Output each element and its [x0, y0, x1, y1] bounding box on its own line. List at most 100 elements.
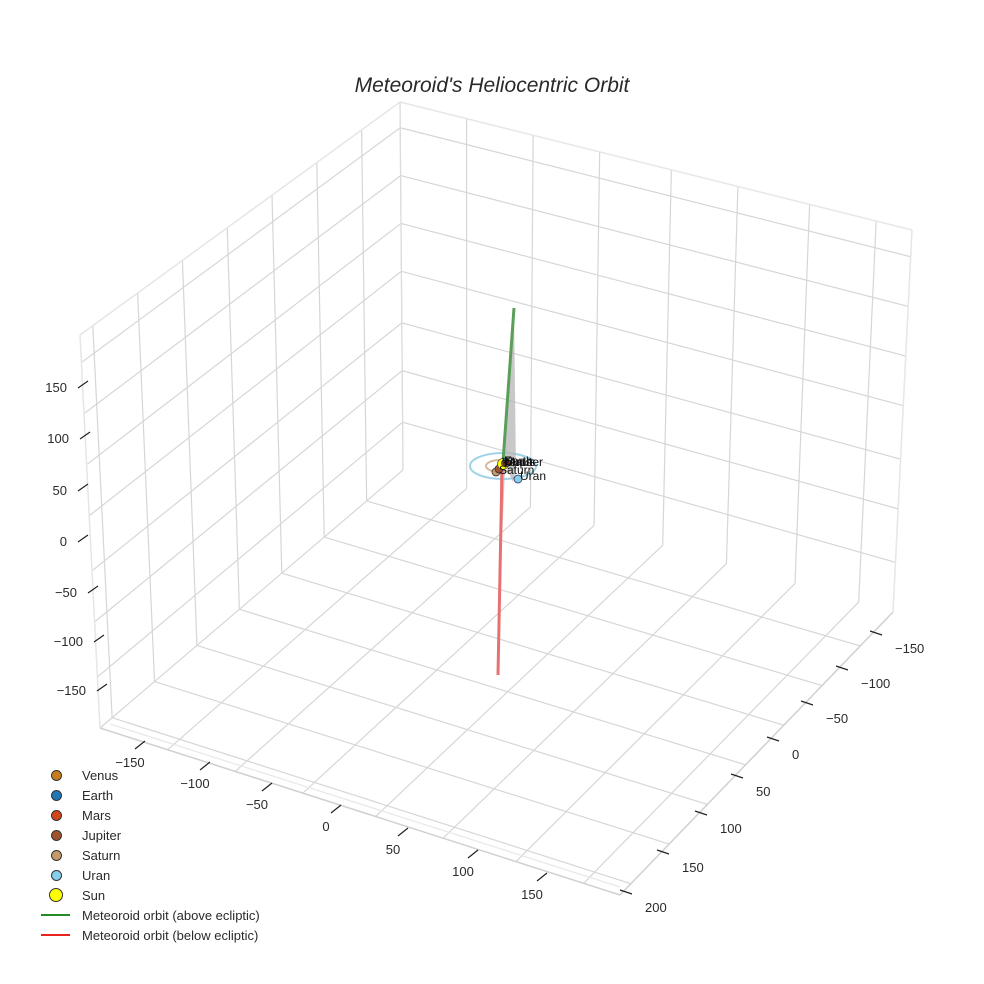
- grid-line: [281, 572, 784, 726]
- planet-label-mars: Mars: [505, 455, 532, 469]
- grid-line: [92, 325, 113, 718]
- legend: Venus Earth Mars Jupiter Saturn Uran Sun Meteor…: [38, 765, 260, 945]
- tick-label: 150: [45, 380, 67, 395]
- grid-line: [515, 583, 796, 863]
- legend-label: Meteoroid orbit (above ecliptic): [82, 907, 260, 923]
- legend-item-venus[interactable]: Venus: [38, 765, 260, 785]
- grid-line: [79, 101, 401, 336]
- grid-line: [375, 544, 664, 817]
- legend-marker-icon: [38, 885, 74, 905]
- grid-line: [91, 322, 403, 572]
- grid-line: [399, 101, 913, 231]
- legend-label: Meteoroid orbit (below ecliptic): [82, 927, 259, 943]
- grid-line: [858, 221, 877, 603]
- tick-label: 0: [322, 819, 329, 834]
- grid-line: [794, 204, 811, 584]
- legend-item-sun[interactable]: Sun: [38, 885, 260, 905]
- circle-marker-icon: [51, 830, 62, 841]
- tick-mark: [869, 630, 883, 636]
- tick-label: −100: [861, 676, 890, 691]
- grid-line: [316, 162, 325, 538]
- legend-item-meteoroid-orbit-above-ecliptic[interactable]: Meteoroid orbit (above ecliptic): [38, 905, 260, 925]
- legend-item-meteoroid-orbit-below-ecliptic[interactable]: Meteoroid orbit (below ecliptic): [38, 925, 260, 945]
- grid-line: [271, 195, 283, 574]
- tick-label: 0: [60, 534, 67, 549]
- tick-label: −50: [246, 797, 268, 812]
- meteoroid-orbit: [496, 307, 516, 676]
- legend-item-mars[interactable]: Mars: [38, 805, 260, 825]
- legend-marker-icon: [38, 785, 74, 805]
- tick-mark: [536, 872, 548, 882]
- legend-label: Earth: [82, 787, 114, 803]
- tick-label: −100: [54, 634, 83, 649]
- circle-marker-icon: [51, 810, 62, 821]
- grid-line: [583, 601, 860, 884]
- orbit-shadow: [503, 310, 516, 482]
- tick-label: −150: [115, 755, 144, 770]
- tick-mark: [619, 889, 633, 895]
- grid-line: [181, 260, 198, 646]
- grid-line: [324, 536, 823, 687]
- tick-mark: [96, 683, 108, 692]
- grid-line: [86, 222, 402, 466]
- legend-item-uran[interactable]: Uran: [38, 865, 260, 885]
- grid-line: [79, 334, 101, 729]
- tick-mark: [261, 782, 273, 792]
- grid-line: [302, 524, 595, 794]
- grid-line: [366, 500, 861, 647]
- legend-item-saturn[interactable]: Saturn: [38, 845, 260, 865]
- chart-title: Meteoroid's Heliocentric Orbit: [354, 74, 630, 97]
- tick-mark: [77, 534, 89, 543]
- grid-line: [109, 723, 621, 888]
- grid-line: [725, 186, 739, 564]
- grid-line: [442, 563, 727, 839]
- grid-line: [83, 175, 401, 415]
- legend-item-earth[interactable]: Earth: [38, 785, 260, 805]
- tick-label: 50: [386, 842, 400, 857]
- grid-line: [401, 270, 904, 407]
- mars-marker[interactable]: [503, 459, 511, 467]
- legend-marker-icon: [38, 865, 74, 885]
- legend-line-icon: [38, 905, 74, 925]
- grid-line: [154, 680, 670, 845]
- grid-line: [137, 293, 156, 682]
- tick-label: −50: [55, 585, 77, 600]
- grid-line: [400, 127, 911, 258]
- planet-label-jupiter: Jupiter: [507, 455, 543, 469]
- grid-line: [401, 322, 901, 460]
- legend-marker-icon: [38, 765, 74, 785]
- legend-label: Mars: [82, 807, 111, 823]
- tick-mark: [694, 810, 708, 816]
- grid-line: [529, 135, 534, 507]
- grid-line: [196, 644, 708, 806]
- tick-mark: [835, 665, 849, 671]
- grid-line: [662, 169, 672, 546]
- grid-lines: [79, 101, 913, 896]
- tick-mark: [87, 585, 99, 594]
- legend-label: Uran: [82, 867, 111, 883]
- grid-line: [226, 227, 240, 610]
- tick-label: 50: [53, 483, 67, 498]
- circle-marker-icon: [51, 870, 62, 881]
- tick-mark: [730, 773, 744, 779]
- grid-line: [400, 222, 906, 357]
- legend-marker-icon: [38, 845, 74, 865]
- grid-line: [111, 717, 632, 885]
- grid-line: [234, 506, 531, 772]
- uran-marker[interactable]: [513, 474, 523, 484]
- legend-item-jupiter[interactable]: Jupiter: [38, 825, 260, 845]
- grid-line: [402, 370, 899, 510]
- grid-line: [167, 488, 468, 751]
- grid-line: [99, 469, 404, 729]
- legend-label: Venus: [82, 767, 119, 783]
- planet-label-earth: Earth: [504, 454, 533, 468]
- tick-mark: [79, 431, 91, 440]
- tick-label: 50: [756, 784, 770, 799]
- grid-line: [361, 129, 368, 501]
- grid-line: [400, 175, 909, 307]
- grid-line: [239, 608, 746, 766]
- tick-label: 150: [682, 860, 704, 875]
- tick-label: 100: [452, 864, 474, 879]
